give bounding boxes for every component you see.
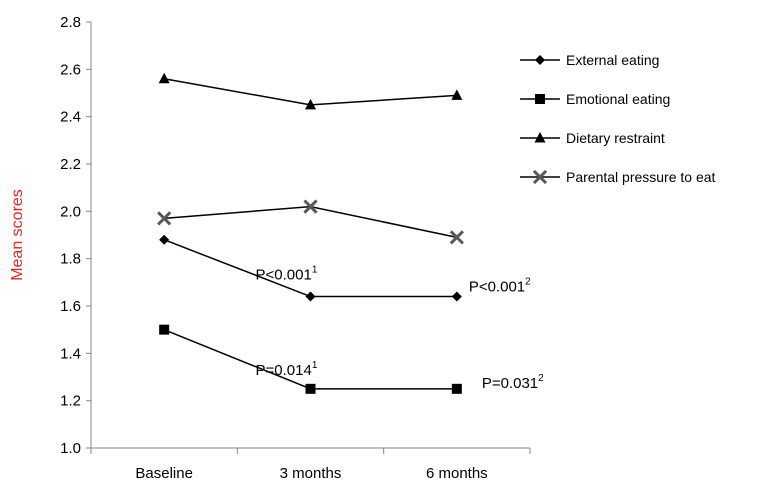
y-tick-label: 1.4 [60,345,81,362]
p-value-annotation: P=0.0312 [482,373,544,392]
series-1 [159,324,462,394]
y-tick-label: 2.8 [60,14,81,31]
axes: 1.0 1.2 1.4 1.6 1.8 2.0 2.2 2.4 2.6 2.8 Baseline 3 … [60,14,531,482]
p-value-annotation: P<0.0011 [256,265,318,284]
legend-label: Dietary restraint [566,130,665,146]
y-tick-label: 1.6 [60,298,81,315]
y-axis-label: Mean scores [9,189,26,281]
y-tick-label: 1.2 [60,393,81,410]
x-tick-label: Baseline [135,465,193,482]
data-point [159,234,170,245]
data-point [157,211,172,226]
data-point [303,199,318,214]
y-tick-label: 2.2 [60,156,81,173]
y-tick-label: 2.0 [60,203,81,220]
legend-marker [534,132,546,143]
legend-marker [532,169,548,185]
series-line [164,205,457,239]
data-point [451,383,462,394]
x-tick-label: 6 months [426,465,488,482]
data-point [158,72,170,84]
data-point [305,383,316,394]
x-tick-label: 3 months [280,465,342,482]
annotations: P<0.0011 P<0.0012 P=0.0141 P=0.0312 [256,265,545,392]
legend-item: External eating [520,52,659,68]
series-3 [157,199,464,245]
p-value-annotation: P=0.0141 [256,360,318,379]
data-point [451,291,462,302]
legend-label: Parental pressure to eat [566,169,716,185]
series-0 [159,234,462,302]
data-point [159,324,170,335]
legend-label: External eating [566,52,659,68]
legend-label: Emotional eating [566,91,670,107]
data-point [449,230,464,245]
legend-item: Dietary restraint [520,130,665,146]
legend-marker [535,55,545,65]
legend-marker [535,94,545,104]
y-tick-label: 1.0 [60,440,81,457]
legend: External eating Emotional eating Dietary r… [520,52,716,185]
data-point [305,98,316,110]
data-point [451,89,463,100]
y-tick-label: 1.8 [60,251,81,268]
y-tick-label: 2.6 [60,61,81,78]
data-point [305,291,316,302]
legend-item: Emotional eating [520,91,670,107]
p-value-annotation: P<0.0012 [469,277,531,296]
series-2 [158,72,463,110]
legend-item: Parental pressure to eat [520,169,716,185]
series-group [157,72,464,394]
y-tick-label: 2.4 [60,109,81,126]
series-line [163,328,457,390]
